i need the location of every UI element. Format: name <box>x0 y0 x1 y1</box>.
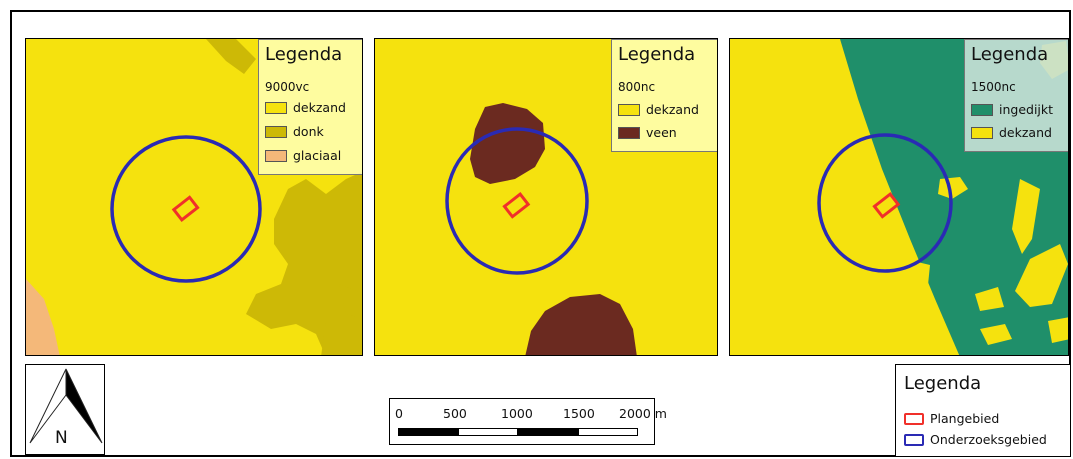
legend-item-label: ingedijkt <box>999 102 1054 117</box>
legend-item-onderzoeksgebied: Onderzoeksgebied <box>904 432 1047 447</box>
map-panel-1500nc: Legenda 1500nc ingedijkt dekzand <box>729 38 1069 356</box>
donk-area-north <box>206 39 256 74</box>
legend-item-donk: donk <box>265 124 324 139</box>
map-panel-9000vc: Legenda 9000vc dekzand donk glaciaal <box>25 38 363 356</box>
swatch-donk <box>265 125 287 138</box>
legend-item-label: Plangebied <box>930 411 1000 426</box>
legend-title: Legenda <box>904 373 982 394</box>
legend-period: 1500nc <box>971 80 1016 94</box>
north-label: N <box>55 428 68 448</box>
swatch-ingedijkt <box>971 103 993 116</box>
swatch-plangebied <box>904 412 924 425</box>
veen-area-south <box>525 294 637 355</box>
legend-item-label: dekzand <box>293 100 346 115</box>
legend-period: 800nc <box>618 80 656 94</box>
legend-item-plangebied: Plangebied <box>904 411 999 426</box>
legend-item-ingedijkt: ingedijkt <box>971 102 1053 117</box>
scale-tick-label: 500 <box>443 406 467 421</box>
legend-title: Legenda <box>265 44 343 65</box>
scale-tick-label: 0 <box>395 406 403 421</box>
plangebied-rect <box>872 192 901 219</box>
scale-segment-dark <box>518 428 578 436</box>
legend-item-label: Onderzoeksgebied <box>930 432 1047 447</box>
swatch-onderzoeksgebied <box>904 433 924 446</box>
map-9000vc <box>26 39 362 355</box>
dekzand-island <box>975 287 1004 311</box>
scale-segment-light <box>458 428 518 436</box>
legend-item-label: donk <box>293 124 324 139</box>
swatch-glaciaal <box>265 149 287 162</box>
dekzand-island <box>1012 179 1040 254</box>
donk-area-east2 <box>339 284 362 319</box>
donk-area-south <box>321 319 344 355</box>
legend-item-dekzand: dekzand <box>618 102 699 117</box>
plangebied-rect <box>502 192 531 219</box>
legend-title: Legenda <box>971 44 1049 65</box>
scale-segment-dark <box>398 428 458 436</box>
donk-area-east <box>246 171 362 355</box>
swatch-veen <box>618 126 640 139</box>
legend-item-label: dekzand <box>999 125 1052 140</box>
legend-item-veen: veen <box>618 125 677 140</box>
veen-area-north <box>470 103 545 184</box>
swatch-dekzand <box>265 101 287 114</box>
onderzoeksgebied-circle <box>445 127 589 275</box>
north-arrow-icon <box>29 368 103 444</box>
panel-legend: Legenda 9000vc dekzand donk glaciaal <box>258 39 362 175</box>
legend-item-label: dekzand <box>646 102 699 117</box>
panel-legend: Legenda 800nc dekzand veen <box>611 39 717 152</box>
legend-title: Legenda <box>618 44 696 65</box>
onderzoeksgebied-circle <box>110 135 262 283</box>
north-arrow-box: N <box>25 364 105 455</box>
layout-frame <box>10 10 1071 457</box>
dekzand-island <box>938 177 968 199</box>
scale-tick-label: 2000 m <box>619 406 667 421</box>
legend-item-label: veen <box>646 125 677 140</box>
dekzand-island <box>1048 317 1068 343</box>
legend-item-dekzand: dekzand <box>971 125 1052 140</box>
scale-segment-light <box>578 428 638 436</box>
scale-tick-label: 1500 <box>563 406 595 421</box>
swatch-dekzand <box>971 126 993 139</box>
panel-legend: Legenda 1500nc ingedijkt dekzand <box>964 39 1068 152</box>
glaciaal-area <box>26 279 60 355</box>
dekzand-island <box>1015 244 1068 307</box>
plangebied-rect <box>171 195 200 222</box>
onderzoeksgebied-circle <box>817 133 953 273</box>
legend-item-glaciaal: glaciaal <box>265 148 341 163</box>
map-panel-800nc: Legenda 800nc dekzand veen <box>374 38 718 356</box>
scalebar: 0 500 1000 1500 2000 m <box>389 398 667 445</box>
swatch-dekzand <box>618 103 640 116</box>
main-legend: Legenda Plangebied Onderzoeksgebied <box>895 364 1071 457</box>
dekzand-island <box>980 324 1012 345</box>
legend-item-label: glaciaal <box>293 148 342 163</box>
legend-item-dekzand: dekzand <box>265 100 346 115</box>
scale-tick-label: 1000 <box>501 406 533 421</box>
legend-period: 9000vc <box>265 80 310 94</box>
